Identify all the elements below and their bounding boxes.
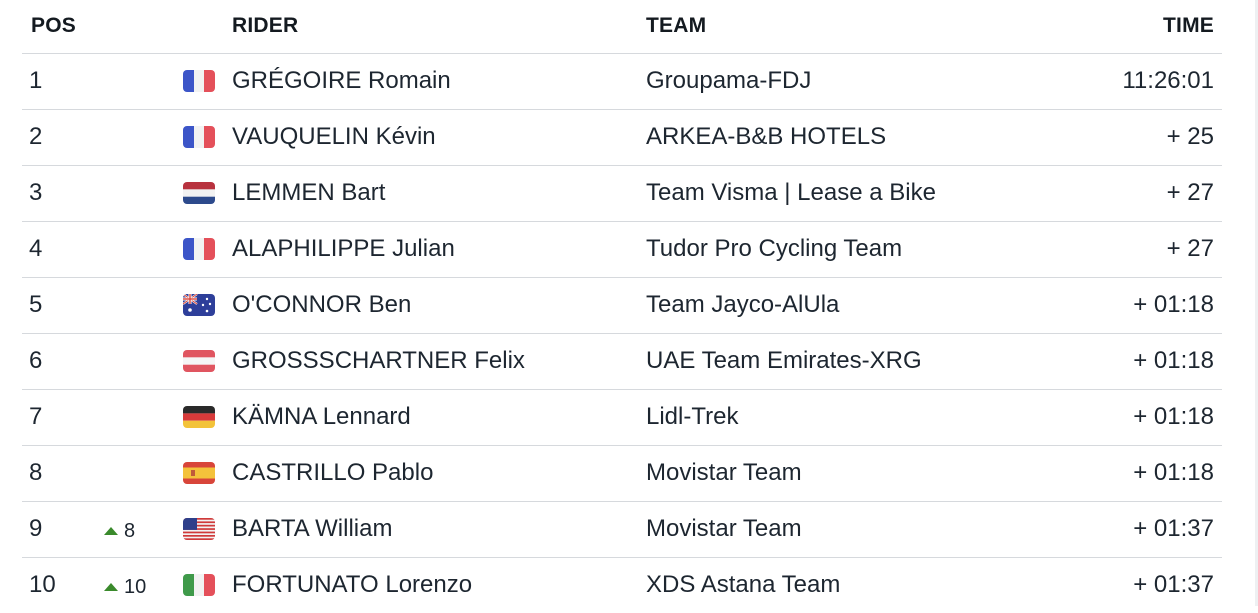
rider-name-link[interactable]: O'CONNOR Ben [232, 291, 412, 318]
position-value: 9 [29, 515, 43, 542]
header-rider[interactable]: RIDER [232, 14, 299, 37]
time-value: + 01:37 [1133, 571, 1214, 598]
team-name-link[interactable]: ARKEA-B&B HOTELS [646, 123, 887, 150]
rider-name-link[interactable]: BARTA William [232, 515, 393, 542]
rider-name-link[interactable]: FORTUNATO Lorenzo [232, 571, 473, 598]
time-value: + 25 [1166, 123, 1214, 150]
table-row[interactable]: 6 GROSSSCHARTNER Felix UAE Team Emirates-X… [22, 334, 1222, 390]
spain-flag-icon [183, 462, 215, 484]
time-value: + 01:18 [1133, 459, 1214, 486]
team-name-link[interactable]: Team Visma | Lease a Bike [646, 179, 936, 206]
team-name-link[interactable]: Movistar Team [646, 459, 802, 486]
position-value: 5 [29, 291, 43, 318]
results-table: POS RIDER TEAM TIME 1 GRÉGOIRE Romain Grou… [22, 0, 1222, 613]
table-body: 1 GRÉGOIRE Romain Groupama-FDJ 11:26:01 2 VAU… [22, 54, 1222, 613]
time-value: + 01:18 [1133, 403, 1214, 430]
position-value: 1 [29, 67, 43, 94]
time-value: + 01:37 [1133, 515, 1214, 542]
rider-name-link[interactable]: LEMMEN Bart [232, 179, 386, 206]
table-row[interactable]: 9 8 BARTA William Movistar Team + 01:37 [22, 502, 1222, 558]
austria-flag-icon [183, 350, 215, 372]
scrollbar-track[interactable] [1255, 0, 1258, 606]
header-team[interactable]: TEAM [646, 14, 707, 37]
france-flag-icon [183, 70, 215, 92]
australia-flag-icon [183, 294, 215, 316]
time-value: + 27 [1166, 179, 1214, 206]
up-arrow-icon [104, 583, 118, 591]
position-value: 10 [29, 571, 56, 598]
table-row[interactable]: 8 CASTRILLO Pablo Movistar Team + 01:18 [22, 446, 1222, 502]
position-value: 7 [29, 403, 43, 430]
rider-name-link[interactable]: VAUQUELIN Kévin [232, 123, 436, 150]
france-flag-icon [183, 238, 215, 260]
position-change: 8 [104, 517, 135, 545]
france-flag-icon [183, 126, 215, 148]
table-row[interactable]: 3 LEMMEN Bart Team Visma | Lease a Bike + 2… [22, 166, 1222, 222]
germany-flag-icon [183, 406, 215, 428]
position-change: 10 [104, 573, 146, 601]
usa-flag-icon [183, 518, 215, 540]
team-name-link[interactable]: XDS Astana Team [646, 571, 841, 598]
table-row[interactable]: 5 O'CONNOR Ben Team Jayco-AlUla + 01:18 [22, 278, 1222, 334]
rider-name-link[interactable]: ALAPHILIPPE Julian [232, 235, 455, 262]
table-row[interactable]: 10 10 FORTUNATO Lorenzo XDS Astana Team + 01… [22, 558, 1222, 613]
time-value: + 01:18 [1133, 347, 1214, 374]
table-row[interactable]: 2 VAUQUELIN Kévin ARKEA-B&B HOTELS + 25 [22, 110, 1222, 166]
table-header: POS RIDER TEAM TIME [22, 0, 1222, 54]
up-arrow-icon [104, 527, 118, 535]
position-value: 6 [29, 347, 43, 374]
time-value: 11:26:01 [1122, 67, 1214, 94]
header-time[interactable]: TIME [1163, 14, 1214, 37]
rider-name-link[interactable]: GRÉGOIRE Romain [232, 67, 451, 94]
team-name-link[interactable]: Movistar Team [646, 515, 802, 542]
time-value: + 01:18 [1133, 291, 1214, 318]
position-value: 3 [29, 179, 43, 206]
team-name-link[interactable]: Tudor Pro Cycling Team [646, 235, 903, 262]
team-name-link[interactable]: UAE Team Emirates-XRG [646, 347, 922, 374]
italy-flag-icon [183, 574, 215, 596]
team-name-link[interactable]: Team Jayco-AlUla [646, 291, 840, 318]
rider-name-link[interactable]: KÄMNA Lennard [232, 403, 411, 430]
position-value: 8 [29, 459, 43, 486]
position-value: 2 [29, 123, 43, 150]
rider-name-link[interactable]: GROSSSCHARTNER Felix [232, 347, 525, 374]
header-pos[interactable]: POS [31, 14, 76, 37]
team-name-link[interactable]: Groupama-FDJ [646, 67, 812, 94]
netherlands-flag-icon [183, 182, 215, 204]
table-row[interactable]: 4 ALAPHILIPPE Julian Tudor Pro Cycling Tea… [22, 222, 1222, 278]
team-name-link[interactable]: Lidl-Trek [646, 403, 739, 430]
time-value: + 27 [1166, 235, 1214, 262]
position-value: 4 [29, 235, 43, 262]
position-change-value: 10 [124, 576, 147, 598]
rider-name-link[interactable]: CASTRILLO Pablo [232, 459, 434, 486]
position-change-value: 8 [124, 520, 136, 542]
table-row[interactable]: 7 KÄMNA Lennard Lidl-Trek + 01:18 [22, 390, 1222, 446]
table-row[interactable]: 1 GRÉGOIRE Romain Groupama-FDJ 11:26:01 [22, 54, 1222, 110]
